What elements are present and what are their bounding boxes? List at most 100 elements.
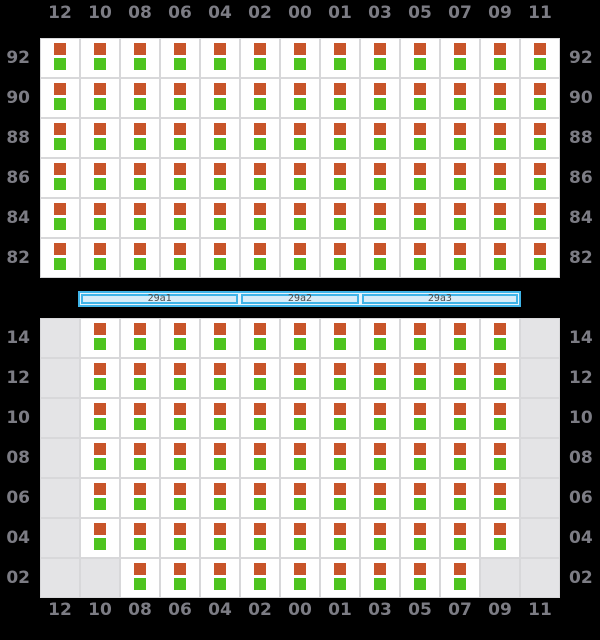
seat-cell-06-04[interactable] xyxy=(161,519,199,557)
seat-square-orange-icon[interactable] xyxy=(134,323,146,335)
seat-square-orange-icon[interactable] xyxy=(94,83,106,95)
seat-square-orange-icon[interactable] xyxy=(214,43,226,55)
seat-square-green-icon[interactable] xyxy=(454,458,466,470)
seat-cell-04-90[interactable] xyxy=(201,79,239,117)
seat-cell-07-14[interactable] xyxy=(441,319,479,357)
seat-square-green-icon[interactable] xyxy=(94,538,106,550)
seat-square-orange-icon[interactable] xyxy=(534,43,546,55)
seat-cell-07-92[interactable] xyxy=(441,39,479,77)
seat-cell-04-88[interactable] xyxy=(201,119,239,157)
seat-cell-07-86[interactable] xyxy=(441,159,479,197)
seat-square-green-icon[interactable] xyxy=(174,578,186,590)
seat-square-green-icon[interactable] xyxy=(334,258,346,270)
seat-square-orange-icon[interactable] xyxy=(414,203,426,215)
seat-square-orange-icon[interactable] xyxy=(454,523,466,535)
seat-cell-10-04[interactable] xyxy=(81,519,119,557)
seat-square-orange-icon[interactable] xyxy=(214,483,226,495)
seat-square-orange-icon[interactable] xyxy=(94,163,106,175)
seat-square-green-icon[interactable] xyxy=(94,58,106,70)
seat-cell-09-88[interactable] xyxy=(481,119,519,157)
seat-cell-09-12[interactable] xyxy=(481,359,519,397)
seat-square-orange-icon[interactable] xyxy=(454,43,466,55)
seat-square-orange-icon[interactable] xyxy=(134,483,146,495)
seat-square-green-icon[interactable] xyxy=(334,538,346,550)
seat-cell-06-90[interactable] xyxy=(161,79,199,117)
seat-cell-01-92[interactable] xyxy=(321,39,359,77)
seat-square-green-icon[interactable] xyxy=(334,418,346,430)
seat-square-green-icon[interactable] xyxy=(54,258,66,270)
seat-square-orange-icon[interactable] xyxy=(174,243,186,255)
seat-square-green-icon[interactable] xyxy=(214,378,226,390)
seat-square-orange-icon[interactable] xyxy=(214,563,226,575)
seat-square-green-icon[interactable] xyxy=(294,378,306,390)
seat-square-orange-icon[interactable] xyxy=(454,203,466,215)
seat-square-orange-icon[interactable] xyxy=(414,403,426,415)
seat-square-orange-icon[interactable] xyxy=(334,203,346,215)
seat-square-orange-icon[interactable] xyxy=(494,323,506,335)
seat-square-green-icon[interactable] xyxy=(254,178,266,190)
seat-square-green-icon[interactable] xyxy=(454,218,466,230)
seat-square-green-icon[interactable] xyxy=(494,538,506,550)
seat-square-orange-icon[interactable] xyxy=(214,243,226,255)
seat-cell-11-92[interactable] xyxy=(521,39,559,77)
seat-square-green-icon[interactable] xyxy=(54,58,66,70)
seat-square-green-icon[interactable] xyxy=(374,218,386,230)
seat-square-orange-icon[interactable] xyxy=(294,163,306,175)
seat-cell-09-84[interactable] xyxy=(481,199,519,237)
car-section-29a2[interactable]: 29a2 xyxy=(241,294,359,304)
seat-cell-09-08[interactable] xyxy=(481,439,519,477)
seat-square-green-icon[interactable] xyxy=(54,98,66,110)
seat-square-orange-icon[interactable] xyxy=(374,323,386,335)
seat-square-orange-icon[interactable] xyxy=(414,523,426,535)
seat-square-green-icon[interactable] xyxy=(214,498,226,510)
seat-cell-08-84[interactable] xyxy=(121,199,159,237)
seat-square-orange-icon[interactable] xyxy=(294,243,306,255)
seat-square-green-icon[interactable] xyxy=(214,258,226,270)
seat-square-orange-icon[interactable] xyxy=(254,443,266,455)
seat-square-green-icon[interactable] xyxy=(494,98,506,110)
seat-square-green-icon[interactable] xyxy=(374,378,386,390)
seat-square-orange-icon[interactable] xyxy=(54,83,66,95)
seat-square-orange-icon[interactable] xyxy=(174,323,186,335)
seat-square-green-icon[interactable] xyxy=(494,458,506,470)
seat-cell-00-88[interactable] xyxy=(281,119,319,157)
seat-square-green-icon[interactable] xyxy=(294,458,306,470)
seat-cell-02-06[interactable] xyxy=(241,479,279,517)
seat-square-green-icon[interactable] xyxy=(134,498,146,510)
seat-cell-10-10[interactable] xyxy=(81,399,119,437)
seat-square-orange-icon[interactable] xyxy=(174,83,186,95)
seat-cell-01-02[interactable] xyxy=(321,559,359,597)
seat-square-orange-icon[interactable] xyxy=(254,563,266,575)
seat-cell-08-02[interactable] xyxy=(121,559,159,597)
seat-square-green-icon[interactable] xyxy=(294,58,306,70)
seat-cell-03-14[interactable] xyxy=(361,319,399,357)
seat-square-green-icon[interactable] xyxy=(334,378,346,390)
seat-square-orange-icon[interactable] xyxy=(254,43,266,55)
seat-square-green-icon[interactable] xyxy=(454,418,466,430)
seat-cell-02-10[interactable] xyxy=(241,399,279,437)
seat-square-orange-icon[interactable] xyxy=(294,443,306,455)
seat-cell-02-86[interactable] xyxy=(241,159,279,197)
seat-cell-08-04[interactable] xyxy=(121,519,159,557)
seat-cell-00-14[interactable] xyxy=(281,319,319,357)
seat-square-orange-icon[interactable] xyxy=(54,163,66,175)
seat-square-green-icon[interactable] xyxy=(534,138,546,150)
seat-cell-07-82[interactable] xyxy=(441,239,479,277)
seat-square-orange-icon[interactable] xyxy=(374,403,386,415)
seat-square-orange-icon[interactable] xyxy=(174,563,186,575)
seat-cell-01-12[interactable] xyxy=(321,359,359,397)
seat-cell-08-12[interactable] xyxy=(121,359,159,397)
seat-cell-05-90[interactable] xyxy=(401,79,439,117)
seat-square-orange-icon[interactable] xyxy=(214,163,226,175)
seat-cell-00-84[interactable] xyxy=(281,199,319,237)
seat-square-green-icon[interactable] xyxy=(534,98,546,110)
seat-cell-08-08[interactable] xyxy=(121,439,159,477)
seat-square-green-icon[interactable] xyxy=(134,338,146,350)
seat-cell-03-90[interactable] xyxy=(361,79,399,117)
seat-square-green-icon[interactable] xyxy=(334,498,346,510)
seat-square-green-icon[interactable] xyxy=(334,338,346,350)
seat-square-green-icon[interactable] xyxy=(134,58,146,70)
seat-cell-04-04[interactable] xyxy=(201,519,239,557)
seat-square-green-icon[interactable] xyxy=(494,498,506,510)
seat-square-green-icon[interactable] xyxy=(134,578,146,590)
